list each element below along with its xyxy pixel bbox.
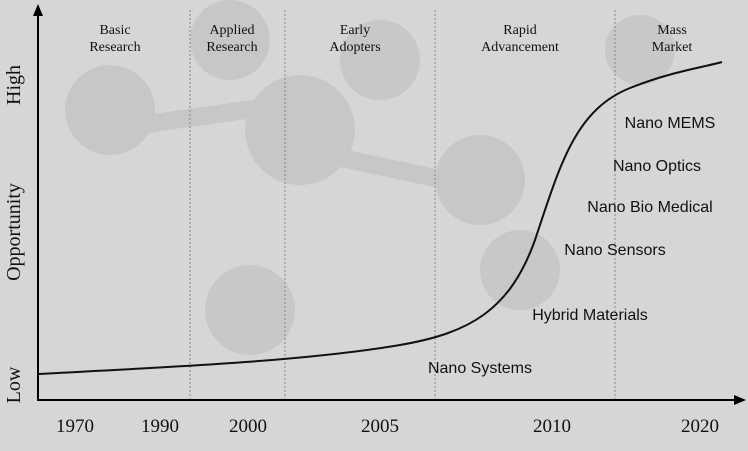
annotation: Nano Systems	[428, 360, 532, 377]
x-tick-label: 2010	[533, 416, 571, 437]
annotation: Nano Optics	[613, 158, 701, 175]
y-axis-label: High	[3, 65, 25, 105]
annotation: Nano MEMS	[625, 115, 716, 132]
x-tick-label: 2005	[361, 416, 399, 437]
x-tick-label: 1970	[56, 416, 94, 437]
phase-label: Applied Research	[206, 23, 257, 55]
y-arrow	[33, 4, 43, 16]
phase-label: Basic Research	[89, 23, 140, 55]
adoption-curve	[37, 61, 723, 375]
phase-label: Mass Market	[652, 23, 693, 55]
annotation: Nano Bio Medical	[587, 199, 712, 216]
y-axis-label: Low	[3, 366, 25, 403]
x-tick-label: 1990	[141, 416, 179, 437]
annotation: Hybrid Materials	[532, 307, 648, 324]
phase-label: Early Adopters	[329, 23, 380, 55]
phase-label: Rapid Advancement	[481, 23, 559, 55]
x-arrow	[734, 395, 746, 405]
y-axis-label: Opportunity	[3, 183, 25, 281]
axes	[37, 12, 738, 401]
annotation: Nano Sensors	[564, 242, 665, 259]
x-tick-label: 2000	[229, 416, 267, 437]
x-tick-label: 2020	[681, 416, 719, 437]
phase-dividers	[189, 10, 616, 400]
molecule-backdrop	[65, 0, 675, 355]
